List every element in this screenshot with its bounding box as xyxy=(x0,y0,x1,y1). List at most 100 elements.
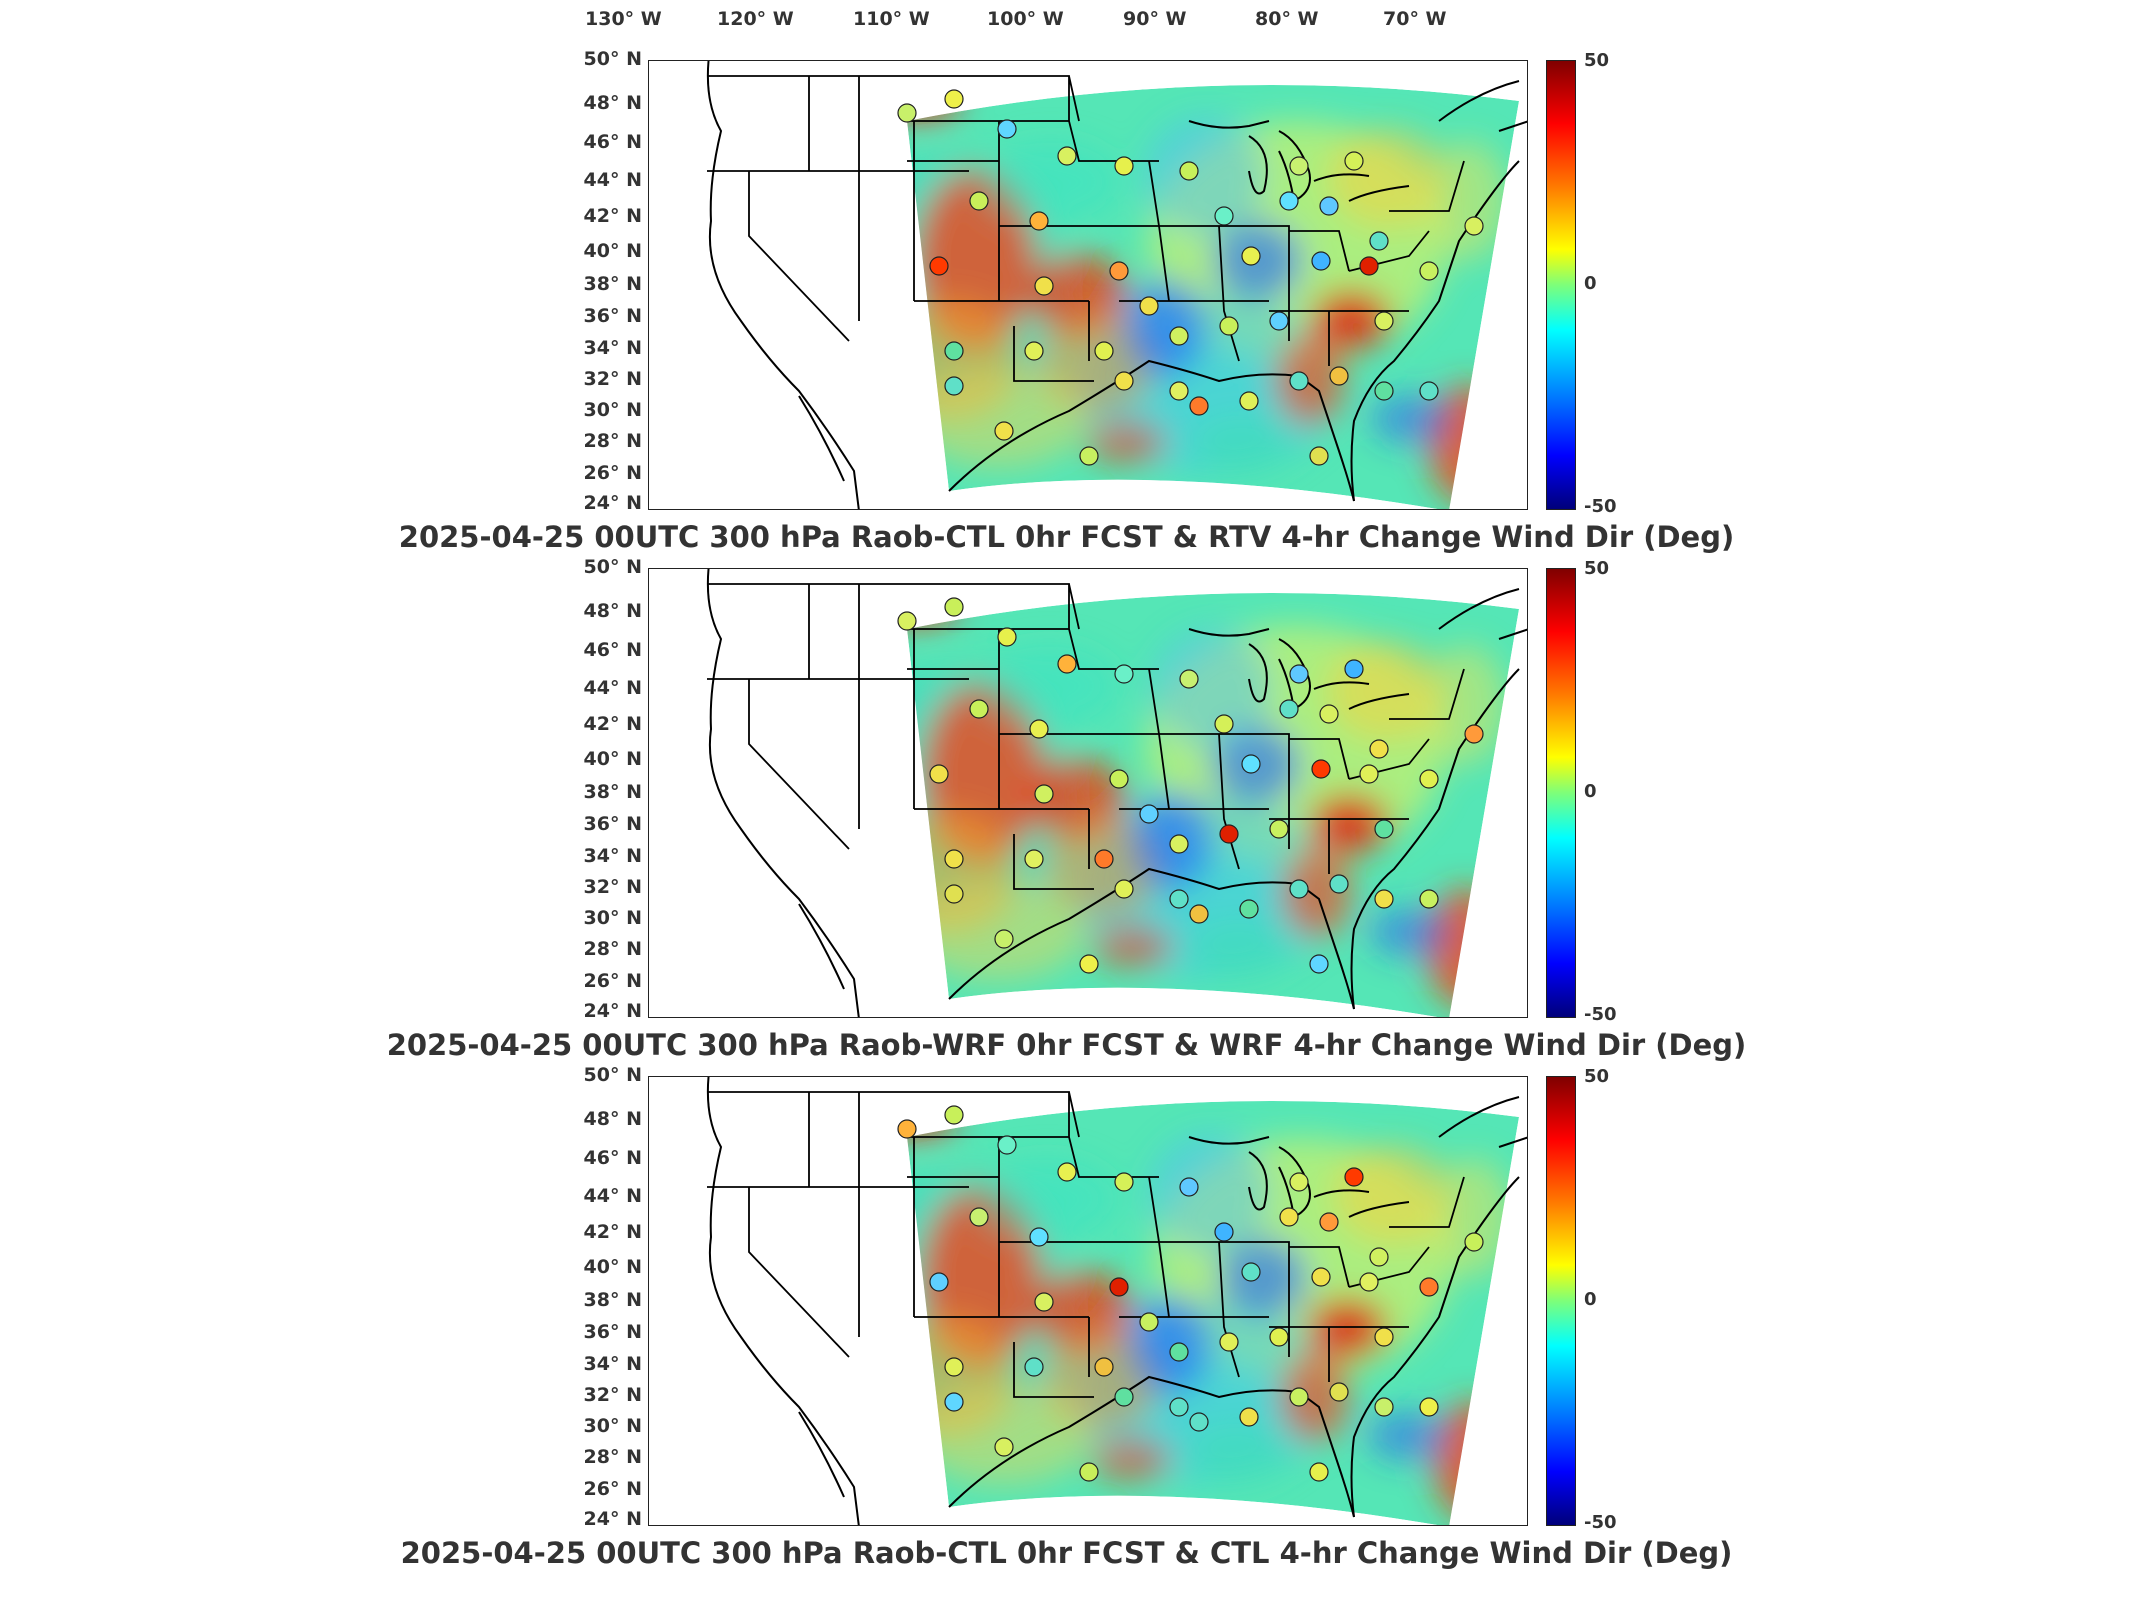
field-anomaly xyxy=(1130,1294,1210,1394)
raob-station-marker xyxy=(1419,769,1439,789)
colorbar-min-label: -50 xyxy=(1584,1512,1617,1533)
raob-station-marker xyxy=(1079,1462,1099,1482)
raob-station-marker xyxy=(1094,849,1114,869)
raob-station-marker xyxy=(1169,889,1189,909)
field-anomaly xyxy=(1307,1298,1387,1358)
lat-label: 32° N xyxy=(583,1384,642,1406)
lat-label: 34° N xyxy=(583,845,642,867)
field-anomaly xyxy=(1218,1238,1308,1318)
raob-station-marker xyxy=(1311,251,1331,271)
lon-label: 110° W xyxy=(853,8,930,30)
map-panel-3: 50° N 48° N 46° N 44° N 42° N 40° N 38° N 36° N… xyxy=(0,1064,2133,1596)
canada-coastline xyxy=(1438,588,1520,630)
raob-station-marker xyxy=(1289,371,1309,391)
field-anomaly xyxy=(907,881,1086,981)
raob-station-marker xyxy=(1289,1387,1309,1407)
baja-coastline xyxy=(798,903,845,990)
raob-station-marker xyxy=(929,764,949,784)
lat-label: 24° N xyxy=(583,492,642,514)
lat-label: 44° N xyxy=(583,677,642,699)
lat-label: 36° N xyxy=(583,1321,642,1343)
east-coastline xyxy=(1350,160,1520,502)
west-coastline xyxy=(706,1077,860,1525)
raob-station-marker xyxy=(1359,764,1379,784)
lon-label: 70° W xyxy=(1383,8,1447,30)
lat-label: 32° N xyxy=(583,368,642,390)
raob-station-marker xyxy=(1239,899,1259,919)
raob-station-marker xyxy=(944,1357,964,1377)
field-anomaly xyxy=(1090,1440,1170,1480)
raob-station-marker xyxy=(1344,151,1364,171)
raob-station-marker xyxy=(994,1437,1014,1457)
canada-coastline xyxy=(1438,80,1520,122)
raob-station-marker xyxy=(1279,1207,1299,1227)
raob-station-marker xyxy=(1269,1327,1289,1347)
west-coastline xyxy=(706,61,860,509)
raob-station-marker xyxy=(1114,664,1134,684)
wind-direction-field xyxy=(907,593,1519,1017)
raob-station-marker xyxy=(1034,784,1054,804)
raob-station-marker xyxy=(1109,769,1129,789)
gulf-coastline xyxy=(948,867,1355,1010)
lat-label: 30° N xyxy=(583,399,642,421)
raob-station-marker xyxy=(1329,366,1349,386)
raob-station-marker xyxy=(1464,724,1484,744)
field-anomaly xyxy=(1333,1145,1453,1245)
raob-station-marker xyxy=(944,849,964,869)
raob-station-marker xyxy=(1034,276,1054,296)
great-lakes-outline xyxy=(1188,1136,1410,1219)
raob-station-marker xyxy=(944,341,964,361)
colorbar-min-label: -50 xyxy=(1584,496,1617,517)
field-anomaly xyxy=(1367,1411,1447,1461)
field-anomaly xyxy=(1125,277,1205,377)
lat-label: 42° N xyxy=(583,1221,642,1243)
raob-station-marker xyxy=(1319,1212,1339,1232)
field-anomaly xyxy=(1369,907,1449,957)
raob-station-marker xyxy=(1419,1277,1439,1297)
colorbar-max-label: 50 xyxy=(1584,558,1610,579)
raob-station-marker xyxy=(1309,1462,1329,1482)
map-frame xyxy=(648,1076,1528,1526)
raob-station-marker xyxy=(1279,191,1299,211)
raob-station-marker xyxy=(1079,446,1099,466)
raob-station-marker xyxy=(1114,1172,1134,1192)
map-frame xyxy=(648,568,1528,1018)
raob-station-marker xyxy=(1344,1167,1364,1187)
raob-station-marker xyxy=(1169,326,1189,346)
lon-label: 100° W xyxy=(987,8,1064,30)
lon-label: 130° W xyxy=(585,8,662,30)
canada-coastline xyxy=(1438,1096,1520,1138)
raob-station-marker xyxy=(944,1105,964,1125)
canada-coastline xyxy=(1498,120,1527,132)
lat-label: 48° N xyxy=(583,600,642,622)
lat-label: 50° N xyxy=(583,48,642,70)
raob-station-marker xyxy=(1114,879,1134,899)
canada-coastline xyxy=(1498,628,1527,640)
lat-label: 50° N xyxy=(583,1064,642,1086)
raob-station-marker xyxy=(1024,341,1044,361)
raob-station-marker xyxy=(1309,446,1329,466)
great-lakes-outline xyxy=(1188,628,1410,711)
raob-station-marker xyxy=(994,421,1014,441)
lat-label: 42° N xyxy=(583,713,642,735)
raob-station-marker xyxy=(1279,699,1299,719)
lat-label: 42° N xyxy=(583,205,642,227)
raob-stations xyxy=(897,1105,1484,1482)
raob-station-marker xyxy=(1057,654,1077,674)
field-anomaly xyxy=(1191,415,1291,475)
panel-title: 2025-04-25 00UTC 300 hPa Raob-CTL 0hr FC… xyxy=(398,520,1735,554)
raob-station-marker xyxy=(1241,1262,1261,1282)
raob-station-marker xyxy=(1079,954,1099,974)
lon-label: 80° W xyxy=(1255,8,1319,30)
raob-station-marker xyxy=(1169,834,1189,854)
raob-station-marker xyxy=(1344,659,1364,679)
lat-label: 30° N xyxy=(583,907,642,929)
raob-station-marker xyxy=(1241,246,1261,266)
state-borders xyxy=(1148,668,1465,874)
raob-station-marker xyxy=(1139,296,1159,316)
field-anomaly xyxy=(1428,141,1508,261)
raob-station-marker xyxy=(1024,1357,1044,1377)
gulf-coastline xyxy=(948,359,1355,502)
map-frame xyxy=(648,60,1528,510)
raob-station-marker xyxy=(1419,1397,1439,1417)
